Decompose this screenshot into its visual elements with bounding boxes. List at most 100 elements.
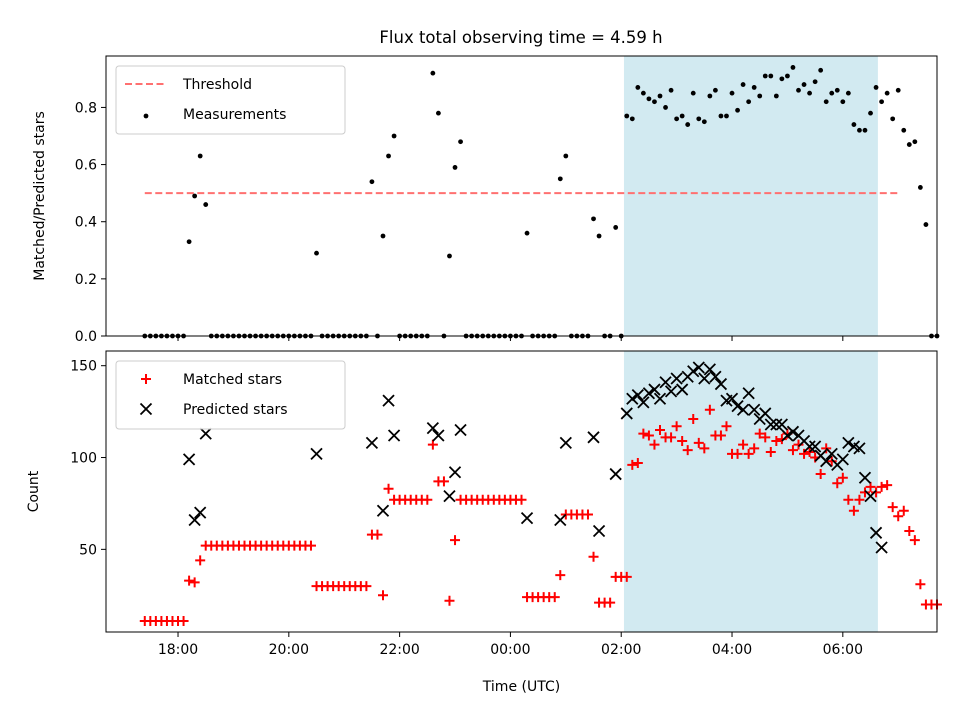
measurement-point (713, 87, 718, 93)
matched-star-point (688, 413, 699, 424)
measurement-point (901, 127, 907, 133)
measurement-point (879, 99, 884, 105)
matched-star-point (793, 439, 804, 450)
predicted-star-point (631, 388, 644, 402)
predicted-star-point (781, 429, 794, 442)
matched-star-point (898, 505, 909, 516)
measurement-point (840, 99, 846, 105)
measurement-point (873, 85, 879, 90)
measurement-point (917, 185, 923, 190)
bottom-series-2 (182, 361, 888, 554)
matched-star-point (848, 505, 859, 516)
bottom-y-tick-label: 100 (70, 451, 97, 467)
predicted-star-point (592, 524, 606, 538)
predicted-star-point (687, 365, 700, 378)
matched-star-point (704, 404, 715, 415)
measurement-point (563, 153, 569, 159)
predicted-star-point (742, 387, 755, 400)
top-panel-measurements: 0.0 0.2 0.4 0.6 0.8 Matched/Predicted stars Th… (32, 55, 940, 345)
measurement-point (591, 216, 596, 222)
matched-star-point (799, 448, 810, 459)
measurement-point (884, 90, 890, 96)
matched-star-point (837, 472, 848, 483)
measurement-point (862, 127, 868, 133)
matched-star-point (605, 597, 616, 608)
top-y-tick-label: 0.0 (75, 329, 97, 345)
bottom-legend-label: Predicted stars (183, 402, 288, 418)
matched-star-point (859, 487, 870, 498)
matched-star-point (765, 447, 776, 458)
matched-star-point (893, 511, 904, 522)
measurement-point (762, 73, 768, 79)
matched-star-point (787, 445, 798, 456)
measurement-point (851, 122, 857, 127)
x-axis-label: Time (UTC) (482, 679, 560, 695)
predicted-star-point (759, 407, 772, 420)
measurement-point (923, 222, 929, 227)
predicted-star-point (725, 392, 739, 405)
predicted-star-point (365, 436, 379, 449)
measurement-point (557, 176, 563, 182)
measurement-point (436, 110, 441, 116)
measurement-point (757, 93, 763, 99)
matched-star-point (749, 443, 760, 454)
predicted-star-point (676, 383, 689, 396)
matched-star-point (184, 575, 195, 586)
matched-star-point (655, 424, 665, 435)
top-legend-box (115, 65, 346, 135)
top-y-tick-label: 0.6 (75, 158, 97, 174)
measurement-point (779, 76, 785, 82)
matched-star-point (621, 571, 632, 582)
matched-star-point (427, 439, 438, 450)
predicted-star-point (554, 513, 567, 527)
measurement-point (796, 87, 801, 93)
legend-matched-swatch (141, 374, 151, 384)
predicted-star-point (803, 440, 816, 453)
top-legend: Threshold Measurements (115, 65, 346, 135)
measurement-point (718, 113, 724, 119)
x-tick-label: 20:00 (269, 642, 309, 658)
measurement-point (186, 239, 192, 245)
matched-star-point (195, 555, 206, 566)
matched-star-point (871, 487, 882, 498)
matched-star-point (372, 529, 383, 540)
measurement-point (857, 127, 862, 133)
predicted-star-point (842, 436, 855, 449)
measurement-point (751, 85, 757, 90)
measurement-point (524, 230, 530, 236)
measurement-point (663, 105, 668, 110)
x-tick-label: 06:00 (823, 642, 863, 658)
measurement-point (801, 82, 807, 87)
matched-star-point (909, 535, 920, 546)
measurement-point (679, 113, 685, 119)
matched-star-point (915, 579, 926, 590)
predicted-star-point (376, 504, 390, 517)
top-y-axis-label: Matched/Predicted stars (32, 111, 48, 281)
matched-star-point (582, 509, 593, 520)
measurement-point (635, 85, 641, 90)
matched-star-point (666, 432, 677, 443)
predicted-star-point (731, 399, 744, 413)
matched-star-point (588, 551, 599, 562)
measurement-point (845, 90, 851, 96)
predicted-star-point (664, 385, 678, 398)
matched-star-point (643, 430, 654, 441)
measurement-point (386, 153, 391, 159)
predicted-star-point (382, 394, 395, 407)
predicted-star-point (736, 403, 750, 416)
measurement-point (203, 202, 209, 207)
predicted-star-point (432, 429, 445, 442)
measurement-point (812, 79, 818, 85)
predicted-star-point (703, 363, 716, 376)
bottom-y-axis-label: Count (26, 470, 42, 512)
predicted-star-point (853, 442, 866, 455)
predicted-star-point (692, 361, 705, 374)
matched-star-point (887, 502, 898, 513)
matched-star-point (438, 476, 449, 487)
predicted-star-point (808, 440, 822, 453)
measurement-point (895, 87, 901, 93)
bottom-legend-label: Matched stars (183, 372, 282, 388)
matched-star-point (699, 443, 710, 454)
predicted-star-point (858, 471, 872, 484)
